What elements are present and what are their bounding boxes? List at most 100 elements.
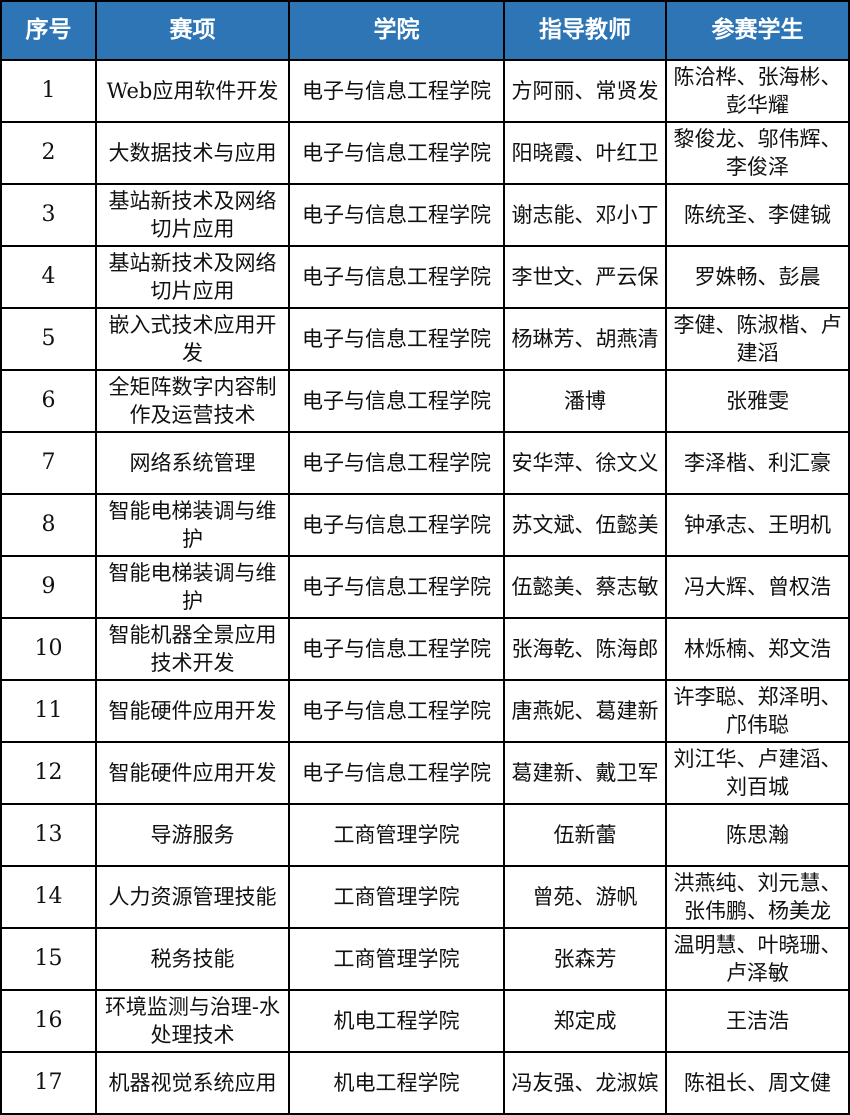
cell-event: 基站新技术及网络切片应用 [97, 247, 288, 307]
cell-event: 网络系统管理 [97, 433, 288, 493]
header-cell-event: 赛项 [97, 2, 288, 59]
cell-teachers: 杨琳芳、胡燕清 [505, 309, 665, 369]
cell-students: 陈洽桦、张海彬、彭华耀 [667, 61, 848, 121]
cell-index: 7 [2, 433, 95, 493]
table-row: 12 智能硬件应用开发 电子与信息工程学院 葛建新、戴卫军 刘江华、卢建滔、刘百… [2, 743, 848, 803]
cell-college: 电子与信息工程学院 [290, 123, 503, 183]
cell-students: 黎俊龙、邬伟辉、李俊泽 [667, 123, 848, 183]
cell-event: 人力资源管理技能 [97, 867, 288, 927]
cell-teachers: 张海乾、陈海郎 [505, 619, 665, 679]
table-header-row: 序号 赛项 学院 指导教师 参赛学生 [2, 2, 848, 59]
cell-college: 电子与信息工程学院 [290, 247, 503, 307]
table-row: 2 大数据技术与应用 电子与信息工程学院 阳晓霞、叶红卫 黎俊龙、邬伟辉、李俊泽 [2, 123, 848, 183]
cell-index: 6 [2, 371, 95, 431]
cell-index: 14 [2, 867, 95, 927]
cell-college: 电子与信息工程学院 [290, 681, 503, 741]
cell-index: 12 [2, 743, 95, 803]
cell-college: 电子与信息工程学院 [290, 743, 503, 803]
table-row: 7 网络系统管理 电子与信息工程学院 安华萍、徐文义 李泽楷、利汇豪 [2, 433, 848, 493]
cell-college: 工商管理学院 [290, 929, 503, 989]
table-row: 11 智能硬件应用开发 电子与信息工程学院 唐燕妮、葛建新 许李聪、郑泽明、邝伟… [2, 681, 848, 741]
cell-event: Web应用软件开发 [97, 61, 288, 121]
cell-college: 电子与信息工程学院 [290, 61, 503, 121]
cell-event: 导游服务 [97, 805, 288, 865]
cell-students: 林烁楠、郑文浩 [667, 619, 848, 679]
cell-students: 陈统圣、李健铖 [667, 185, 848, 245]
cell-teachers: 伍懿美、蔡志敏 [505, 557, 665, 617]
cell-event: 嵌入式技术应用开发 [97, 309, 288, 369]
cell-teachers: 潘博 [505, 371, 665, 431]
cell-teachers: 郑定成 [505, 991, 665, 1051]
cell-index: 4 [2, 247, 95, 307]
cell-teachers: 葛建新、戴卫军 [505, 743, 665, 803]
cell-students: 刘江华、卢建滔、刘百城 [667, 743, 848, 803]
cell-teachers: 阳晓霞、叶红卫 [505, 123, 665, 183]
cell-index: 8 [2, 495, 95, 555]
table-row: 10 智能机器全景应用技术开发 电子与信息工程学院 张海乾、陈海郎 林烁楠、郑文… [2, 619, 848, 679]
cell-students: 温明慧、叶晓珊、卢泽敏 [667, 929, 848, 989]
table-row: 17 机器视觉系统应用 机电工程学院 冯友强、龙淑嫔 陈祖长、周文健 [2, 1053, 848, 1113]
cell-teachers: 安华萍、徐文义 [505, 433, 665, 493]
cell-event: 环境监测与治理-水处理技术 [97, 991, 288, 1051]
cell-teachers: 唐燕妮、葛建新 [505, 681, 665, 741]
cell-teachers: 谢志能、邓小丁 [505, 185, 665, 245]
cell-students: 李泽楷、利汇豪 [667, 433, 848, 493]
table-row: 8 智能电梯装调与维护 电子与信息工程学院 苏文斌、伍懿美 钟承志、王明机 [2, 495, 848, 555]
cell-college: 机电工程学院 [290, 1053, 503, 1113]
cell-students: 许李聪、郑泽明、邝伟聪 [667, 681, 848, 741]
cell-event: 智能电梯装调与维护 [97, 557, 288, 617]
cell-index: 10 [2, 619, 95, 679]
cell-index: 9 [2, 557, 95, 617]
cell-event: 机器视觉系统应用 [97, 1053, 288, 1113]
cell-index: 11 [2, 681, 95, 741]
cell-event: 大数据技术与应用 [97, 123, 288, 183]
table-row: 1 Web应用软件开发 电子与信息工程学院 方阿丽、常贤发 陈洽桦、张海彬、彭华… [2, 61, 848, 121]
cell-index: 5 [2, 309, 95, 369]
cell-teachers: 苏文斌、伍懿美 [505, 495, 665, 555]
cell-event: 智能硬件应用开发 [97, 681, 288, 741]
cell-students: 陈祖长、周文健 [667, 1053, 848, 1113]
header-cell-teachers: 指导教师 [505, 2, 665, 59]
cell-students: 李健、陈淑楷、卢建滔 [667, 309, 848, 369]
cell-event: 基站新技术及网络切片应用 [97, 185, 288, 245]
cell-students: 钟承志、王明机 [667, 495, 848, 555]
table-row: 15 税务技能 工商管理学院 张森芳 温明慧、叶晓珊、卢泽敏 [2, 929, 848, 989]
cell-college: 电子与信息工程学院 [290, 433, 503, 493]
cell-index: 15 [2, 929, 95, 989]
cell-index: 13 [2, 805, 95, 865]
cell-college: 电子与信息工程学院 [290, 185, 503, 245]
cell-college: 机电工程学院 [290, 991, 503, 1051]
cell-students: 罗姝畅、彭晨 [667, 247, 848, 307]
cell-students: 王洁浩 [667, 991, 848, 1051]
table-row: 13 导游服务 工商管理学院 伍新蕾 陈思瀚 [2, 805, 848, 865]
header-cell-index: 序号 [2, 2, 95, 59]
cell-teachers: 冯友强、龙淑嫔 [505, 1053, 665, 1113]
cell-event: 智能硬件应用开发 [97, 743, 288, 803]
header-cell-college: 学院 [290, 2, 503, 59]
cell-college: 工商管理学院 [290, 867, 503, 927]
cell-event: 全矩阵数字内容制作及运营技术 [97, 371, 288, 431]
table-row: 14 人力资源管理技能 工商管理学院 曾苑、游帆 洪燕纯、刘元慧、张伟鹏、杨美龙 [2, 867, 848, 927]
cell-event: 智能机器全景应用技术开发 [97, 619, 288, 679]
cell-event: 智能电梯装调与维护 [97, 495, 288, 555]
cell-students: 张雅雯 [667, 371, 848, 431]
cell-college: 电子与信息工程学院 [290, 557, 503, 617]
cell-teachers: 李世文、严云保 [505, 247, 665, 307]
cell-students: 洪燕纯、刘元慧、张伟鹏、杨美龙 [667, 867, 848, 927]
table-row: 5 嵌入式技术应用开发 电子与信息工程学院 杨琳芳、胡燕清 李健、陈淑楷、卢建滔 [2, 309, 848, 369]
cell-college: 电子与信息工程学院 [290, 371, 503, 431]
cell-teachers: 伍新蕾 [505, 805, 665, 865]
cell-students: 陈思瀚 [667, 805, 848, 865]
cell-index: 1 [2, 61, 95, 121]
table-row: 9 智能电梯装调与维护 电子与信息工程学院 伍懿美、蔡志敏 冯大辉、曾权浩 [2, 557, 848, 617]
table-row: 6 全矩阵数字内容制作及运营技术 电子与信息工程学院 潘博 张雅雯 [2, 371, 848, 431]
cell-teachers: 曾苑、游帆 [505, 867, 665, 927]
cell-index: 3 [2, 185, 95, 245]
header-cell-students: 参赛学生 [667, 2, 848, 59]
cell-index: 17 [2, 1053, 95, 1113]
cell-college: 电子与信息工程学院 [290, 309, 503, 369]
cell-teachers: 方阿丽、常贤发 [505, 61, 665, 121]
cell-college: 电子与信息工程学院 [290, 495, 503, 555]
table-row: 16 环境监测与治理-水处理技术 机电工程学院 郑定成 王洁浩 [2, 991, 848, 1051]
